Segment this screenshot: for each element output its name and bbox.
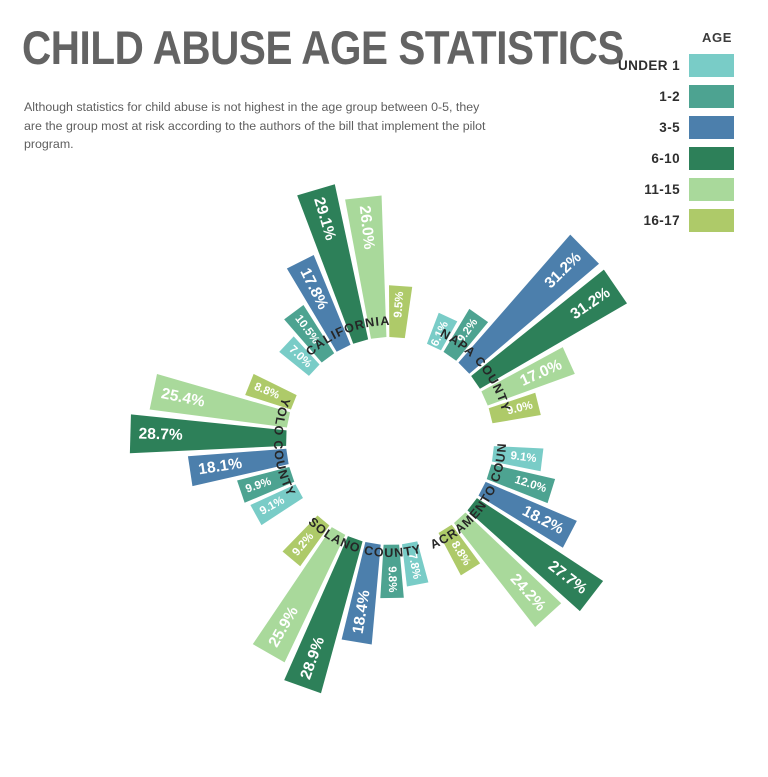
radial-bar[interactable] [488,392,541,424]
radial-bar[interactable] [297,184,369,344]
legend-item-3-5[interactable]: 3-5 [604,116,734,139]
radial-bar[interactable] [478,481,577,548]
radial-bar[interactable] [486,464,556,504]
radial-bar[interactable] [252,527,346,663]
radial-bar[interactable] [286,255,351,352]
radial-bar[interactable] [443,308,489,361]
bar-value-label: 7.8% [406,552,423,580]
radial-bar[interactable] [389,285,413,339]
legend-item-11-15[interactable]: 11-15 [604,178,734,201]
bar-value-label: 9.5% [392,291,406,318]
radial-bar[interactable] [438,524,481,576]
legend-item-label: 6-10 [651,151,680,166]
bar-value-label: 28.7% [138,426,183,444]
radial-bar[interactable] [481,347,575,406]
radial-bar[interactable] [402,541,429,587]
bars-layer: 6.1% 9.2%31.2%31.2%17.0%9.0%9.1%12.0%18.2… [129,184,628,694]
legend-item-swatch [689,147,734,170]
legend-title: AGE [702,30,732,45]
legend-item-under-1[interactable]: UNDER 1 [604,54,734,77]
legend-item-1-2[interactable]: 1-2 [604,85,734,108]
legend-item-label: 3-5 [659,120,680,135]
bar-value-label: 9.8% [386,566,398,592]
legend-item-swatch [689,54,734,77]
legend-item-label: 1-2 [659,89,680,104]
legend-item-swatch [689,209,734,232]
bar-value-label: 9.1% [510,450,537,465]
bar-value-label: 18.4% [350,589,374,635]
radial-bar[interactable] [282,515,330,567]
radial-bar[interactable] [284,536,363,694]
legend: AGE UNDER 1 1-2 3-5 6-10 11-15 16-17 [604,30,734,240]
radial-bar[interactable] [149,374,291,428]
radial-bar[interactable] [341,542,381,645]
legend-item-swatch [689,116,734,139]
radial-bar[interactable] [426,312,458,351]
page-subtitle: Although statistics for child abuse is n… [24,100,486,151]
legend-rows: UNDER 1 1-2 3-5 6-10 11-15 16-17 [604,54,734,232]
radial-bar[interactable] [284,304,335,363]
radial-bar[interactable] [491,446,544,472]
bar-value-label: 26.0% [356,205,378,251]
radial-bar[interactable] [237,466,295,503]
legend-item-16-17[interactable]: 16-17 [604,209,734,232]
radial-bar[interactable] [380,544,404,599]
radial-bar[interactable] [453,512,562,627]
radial-bar[interactable] [467,498,604,612]
legend-item-swatch [689,178,734,201]
legend-item-label: UNDER 1 [617,58,680,73]
bar-value-label: 18.1% [197,455,243,478]
radial-bar[interactable] [250,484,303,526]
legend-item-6-10[interactable]: 6-10 [604,147,734,170]
radial-bar[interactable] [279,336,320,376]
radial-bar[interactable] [471,269,628,389]
radial-bar[interactable] [129,414,287,454]
legend-item-label: 16-17 [643,213,680,228]
radial-bar[interactable] [187,448,289,487]
legend-item-label: 11-15 [644,182,680,197]
radial-bar[interactable] [345,195,387,339]
legend-item-swatch [689,85,734,108]
page-title: CHILD ABUSE AGE STATISTICS [22,21,624,74]
radial-bar[interactable] [245,373,297,410]
radial-bar[interactable] [458,234,600,374]
